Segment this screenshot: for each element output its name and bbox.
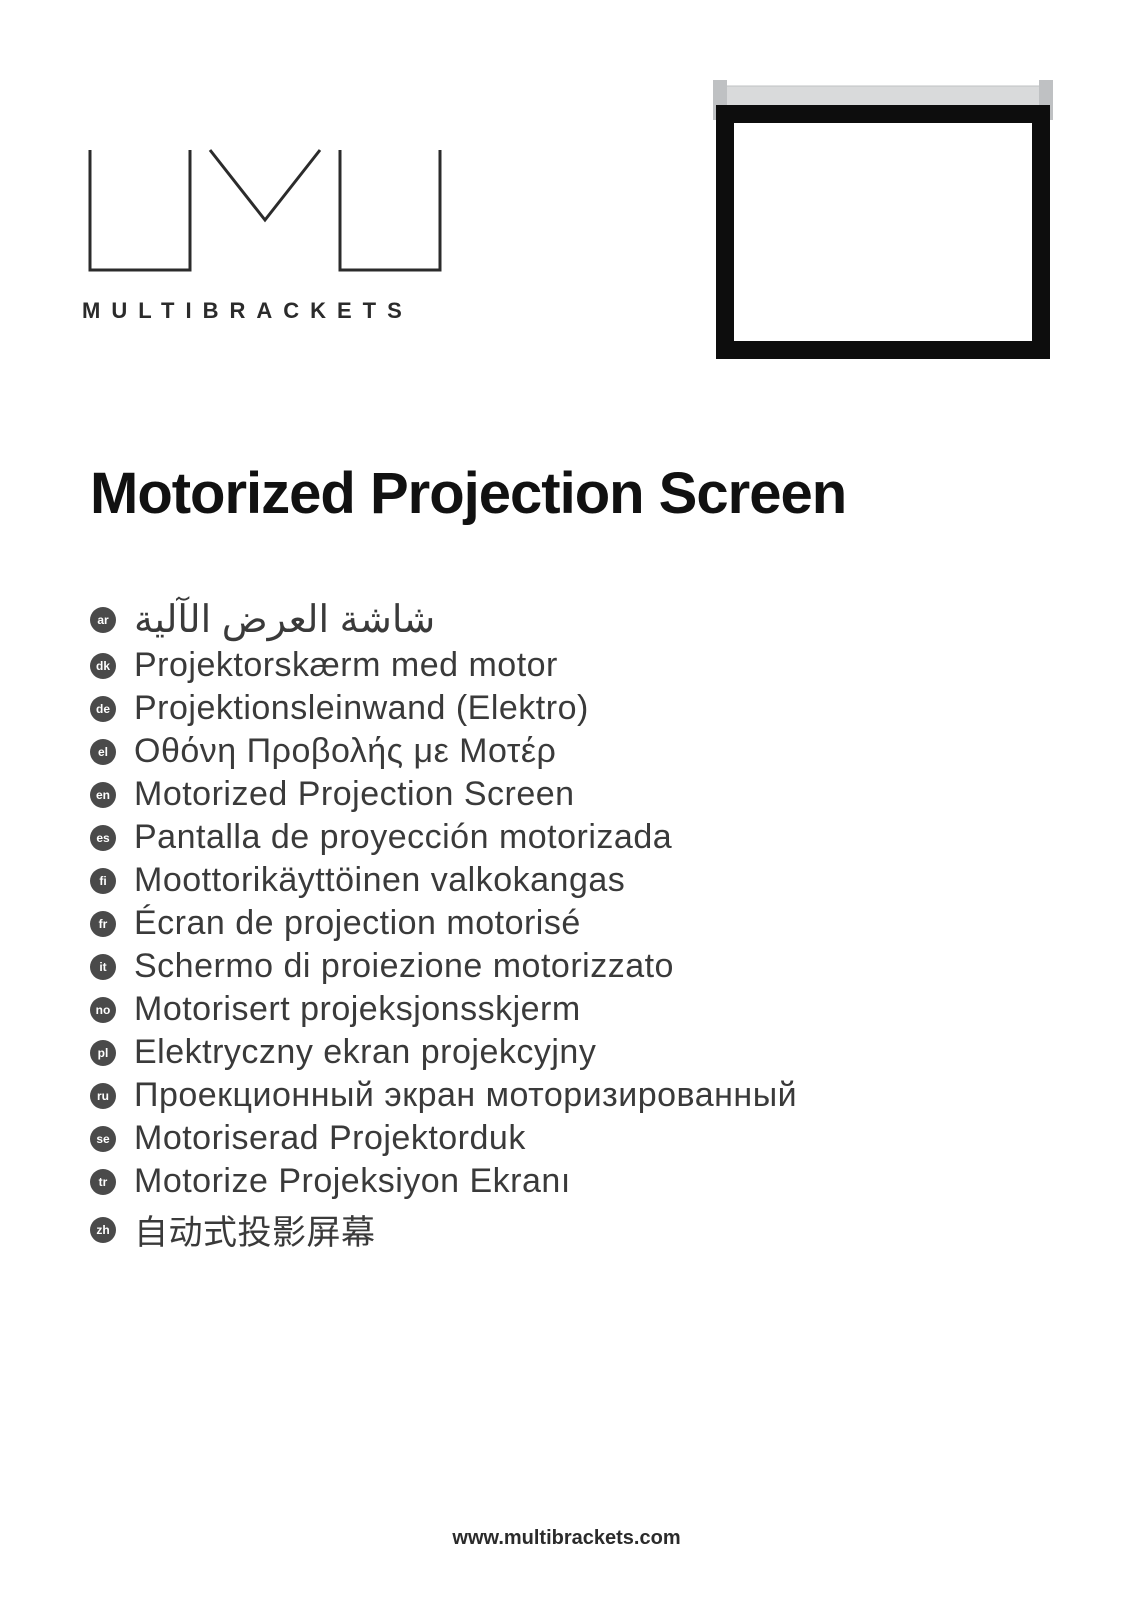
language-badge: se — [90, 1126, 116, 1152]
translation-item: el Οθόνη Προβολής με Μοτέρ — [90, 732, 1053, 771]
footer-url: www.multibrackets.com — [0, 1527, 1133, 1550]
translation-item: ar شاشة العرض الآلية — [90, 597, 1053, 642]
language-badge: de — [90, 696, 116, 722]
translation-item: se Motoriserad Projektorduk — [90, 1119, 1053, 1158]
language-badge: no — [90, 997, 116, 1023]
translation-list: ar شاشة العرض الآلية dk Projektorskærm med … — [90, 597, 1053, 1254]
header-row: MULTIBRACKETS — [80, 80, 1053, 360]
language-badge: ar — [90, 607, 116, 633]
language-badge: es — [90, 825, 116, 851]
language-badge: fi — [90, 868, 116, 894]
product-image-icon — [713, 80, 1053, 360]
translation-text: Elektryczny ekran projekcyjny — [134, 1033, 596, 1072]
language-badge: el — [90, 739, 116, 765]
brand-name: MULTIBRACKETS — [82, 298, 413, 324]
translation-text: Écran de projection motorisé — [134, 904, 581, 943]
translation-text: Projektorskærm med motor — [134, 646, 558, 685]
translation-text: Motorized Projection Screen — [134, 775, 575, 814]
translation-text: Projektionsleinwand (Elektro) — [134, 689, 589, 728]
brand-logo: MULTIBRACKETS — [80, 140, 450, 324]
translation-text: Проекционный экран моторизированный — [134, 1076, 797, 1115]
translation-item: it Schermo di proiezione motorizzato — [90, 947, 1053, 986]
translation-item: fr Écran de projection motorisé — [90, 904, 1053, 943]
language-badge: pl — [90, 1040, 116, 1066]
translation-item: pl Elektryczny ekran projekcyjny — [90, 1033, 1053, 1072]
language-badge: fr — [90, 911, 116, 937]
translation-item: tr Motorize Projeksiyon Ekranı — [90, 1162, 1053, 1201]
translation-item: fi Moottorikäyttöinen valkokangas — [90, 861, 1053, 900]
translation-text: Οθόνη Προβολής με Μοτέρ — [134, 732, 556, 771]
translation-text: Motoriserad Projektorduk — [134, 1119, 526, 1158]
translation-item: ru Проекционный экран моторизированный — [90, 1076, 1053, 1115]
language-badge: dk — [90, 653, 116, 679]
translation-text: Motorize Projeksiyon Ekranı — [134, 1162, 571, 1201]
translation-item: zh 自动式投影屏幕 — [90, 1205, 1053, 1254]
translation-text: 自动式投影屏幕 — [134, 1205, 376, 1254]
page-title: Motorized Projection Screen — [90, 460, 1053, 527]
language-badge: tr — [90, 1169, 116, 1195]
translation-text: Motorisert projeksjonsskjerm — [134, 990, 581, 1029]
translation-item: dk Projektorskærm med motor — [90, 646, 1053, 685]
logo-mark-icon — [80, 140, 450, 280]
language-badge: ru — [90, 1083, 116, 1109]
language-badge: zh — [90, 1217, 116, 1243]
language-badge: en — [90, 782, 116, 808]
translation-text: Moottorikäyttöinen valkokangas — [134, 861, 625, 900]
translation-item: es Pantalla de proyección motorizada — [90, 818, 1053, 857]
translation-item: de Projektionsleinwand (Elektro) — [90, 689, 1053, 728]
translation-text: Pantalla de proyección motorizada — [134, 818, 672, 857]
translation-item: no Motorisert projeksjonsskjerm — [90, 990, 1053, 1029]
translation-text: شاشة العرض الآلية — [134, 597, 435, 642]
translation-text: Schermo di proiezione motorizzato — [134, 947, 674, 986]
translation-item: en Motorized Projection Screen — [90, 775, 1053, 814]
language-badge: it — [90, 954, 116, 980]
